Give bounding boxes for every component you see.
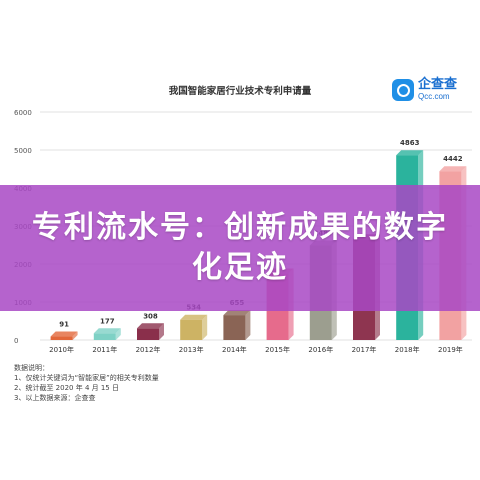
x-tick-label: 2015年: [265, 345, 290, 354]
bar-top: [93, 328, 121, 334]
logo-url: Qcc.com: [418, 92, 450, 101]
banner-line-2: 化足迹: [192, 250, 288, 285]
x-tick-label: 2010年: [49, 345, 74, 354]
bar-front: [93, 333, 116, 340]
bar-front: [180, 319, 203, 340]
data-label: 4863: [400, 139, 420, 147]
bar-side: [202, 314, 208, 340]
data-label: 308: [143, 312, 158, 320]
data-label: 177: [100, 317, 115, 325]
bar-top: [223, 310, 251, 316]
bar-top: [439, 166, 467, 172]
qcc-logo-icon: [392, 78, 414, 101]
bar: [180, 314, 208, 340]
x-tick-label: 2016年: [308, 345, 333, 354]
x-axis: 2010年 2011年 2012年 2013年 2014年 2015年 2016年 2017年…: [49, 345, 463, 354]
bar-top: [180, 314, 208, 320]
bar-side: [115, 328, 121, 340]
bar-front: [223, 315, 246, 340]
bar-side: [72, 331, 78, 340]
x-tick-label: 2018年: [395, 345, 420, 354]
note-item: 1、仅统计关键词为“智能家居”的相关专利数量: [14, 374, 159, 382]
bar: [137, 323, 164, 340]
title-banner: 专利流水号：创新成果的数字 化足迹: [0, 185, 480, 311]
bar-front: [137, 328, 159, 340]
x-tick-label: 2012年: [136, 345, 161, 354]
x-tick-label: 2017年: [352, 345, 377, 354]
logo-name: 企查查: [418, 77, 458, 92]
note-item: 2、统计截至 2020 年 4 月 15 日: [14, 384, 119, 392]
x-tick-label: 2019年: [438, 345, 463, 354]
chart-title: 我国智能家居行业技术专利申请量: [169, 85, 312, 97]
x-tick-label: 2013年: [179, 345, 204, 354]
bar: [50, 331, 78, 340]
bar: [223, 310, 251, 340]
banner-line-1: 专利流水号：创新成果的数字: [32, 210, 448, 245]
y-tick-label: 6000: [14, 109, 32, 117]
data-notes: 数据说明： 1、仅统计关键词为“智能家居”的相关专利数量 2、统计截至 2020…: [14, 363, 159, 403]
x-tick-label: 2014年: [222, 345, 247, 354]
data-label: 91: [59, 321, 69, 329]
data-label: 4442: [443, 155, 463, 163]
bar-top: [396, 150, 424, 156]
bar-top: [50, 331, 78, 337]
bar-front: [50, 336, 73, 340]
qcc-logo: 企查查 Qcc.com: [392, 78, 457, 101]
y-tick-label: 0: [14, 337, 18, 345]
y-tick-label: 5000: [14, 147, 32, 155]
note-item: 3、以上数据来源：企查查: [14, 394, 96, 402]
bar-side: [245, 310, 251, 340]
x-tick-label: 2011年: [92, 345, 117, 354]
notes-heading: 数据说明：: [14, 364, 49, 372]
bar-top: [137, 323, 164, 329]
bar: [93, 328, 121, 340]
bar-side: [159, 323, 164, 340]
